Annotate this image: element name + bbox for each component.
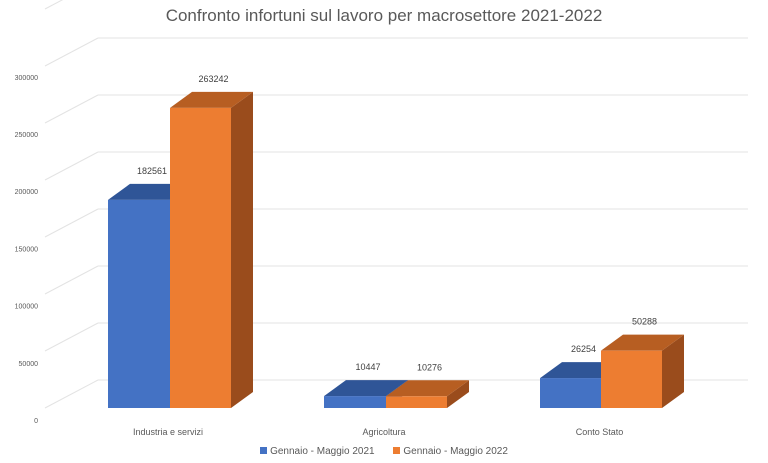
bar [540, 378, 601, 408]
legend-label: Gennaio - Maggio 2022 [403, 446, 508, 457]
data-label: 50288 [632, 317, 657, 327]
bar [170, 107, 231, 409]
bar [601, 350, 662, 408]
bar-side [447, 380, 469, 408]
bar-top [324, 380, 408, 397]
y-tick-label: 50000 [19, 361, 39, 368]
legend: Gennaio - Maggio 2021 Gennaio - Maggio 2… [0, 446, 768, 457]
gridline-side [44, 322, 99, 352]
y-tick-label: 200000 [15, 189, 38, 196]
bar-top [170, 91, 253, 108]
data-label: 182561 [137, 166, 167, 176]
gridline-side [44, 151, 99, 181]
data-label: 10447 [355, 362, 380, 372]
legend-label: Gennaio - Maggio 2021 [270, 446, 375, 457]
legend-swatch [393, 447, 401, 454]
y-tick-label: 100000 [15, 304, 38, 311]
y-tick-label: 250000 [15, 132, 38, 139]
bar [324, 396, 386, 408]
bar-side [662, 334, 684, 408]
y-tick-label: 150000 [15, 246, 38, 253]
gridline-side [44, 94, 99, 124]
legend-item-2021: Gennaio - Maggio 2021 [260, 446, 375, 457]
gridline-side [44, 208, 99, 238]
gridline-side [44, 0, 64, 10]
bar-side [231, 91, 253, 409]
gridline-side [44, 265, 99, 295]
y-tick-label: 300000 [15, 75, 38, 82]
legend-swatch [260, 447, 268, 454]
bar-top [601, 334, 684, 351]
gridline-side [44, 37, 99, 67]
chart-title: Confronto infortuni sul lavoro per macro… [165, 6, 603, 25]
gridline-side [44, 379, 99, 409]
legend-item-2022: Gennaio - Maggio 2022 [393, 446, 508, 457]
bar-top [386, 380, 469, 397]
y-tick-label: 0 [34, 418, 38, 425]
bar [108, 199, 170, 408]
data-label: 263242 [198, 74, 228, 84]
bar [386, 396, 447, 408]
data-label: 10276 [417, 362, 442, 372]
x-tick-label: Conto Stato [576, 427, 624, 437]
x-tick-label: Industria e servizi [133, 427, 203, 437]
x-tick-label: Agricoltura [362, 427, 405, 437]
data-label: 26254 [571, 344, 596, 354]
